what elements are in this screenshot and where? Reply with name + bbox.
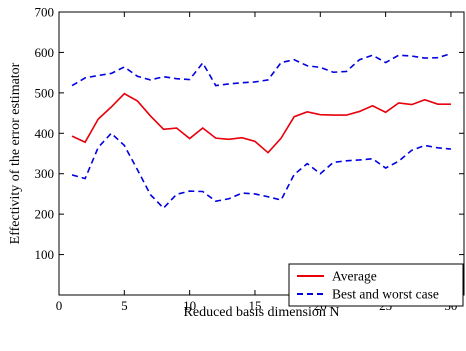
x-tick-label: 10 [183, 298, 196, 313]
y-tick-label: 300 [35, 166, 55, 181]
series-best-case-line [71, 52, 452, 87]
y-tick-label: 600 [35, 45, 55, 60]
y-tick-label: 700 [35, 5, 55, 20]
legend-box [288, 263, 464, 307]
x-tick-label: 5 [121, 298, 128, 313]
y-tick-label: 400 [35, 126, 55, 141]
legend: Average Best and worst case [288, 263, 464, 307]
plot-area [58, 11, 465, 296]
legend-label-average: Average [332, 269, 377, 284]
y-axis-label: Effectivity of the error estimator [8, 62, 23, 244]
legend-label-best-worst: Best and worst case [332, 287, 439, 302]
series-worst-case-line [71, 132, 452, 210]
y-tick-label: 200 [35, 207, 55, 222]
y-tick-label: 100 [35, 247, 55, 262]
x-axis-label: Reduced basis dimension N [184, 305, 340, 320]
x-tick-label: 15 [248, 298, 261, 313]
series-average-line [71, 92, 451, 154]
y-tick-label: 500 [35, 85, 55, 100]
x-tick-label: 0 [56, 298, 63, 313]
